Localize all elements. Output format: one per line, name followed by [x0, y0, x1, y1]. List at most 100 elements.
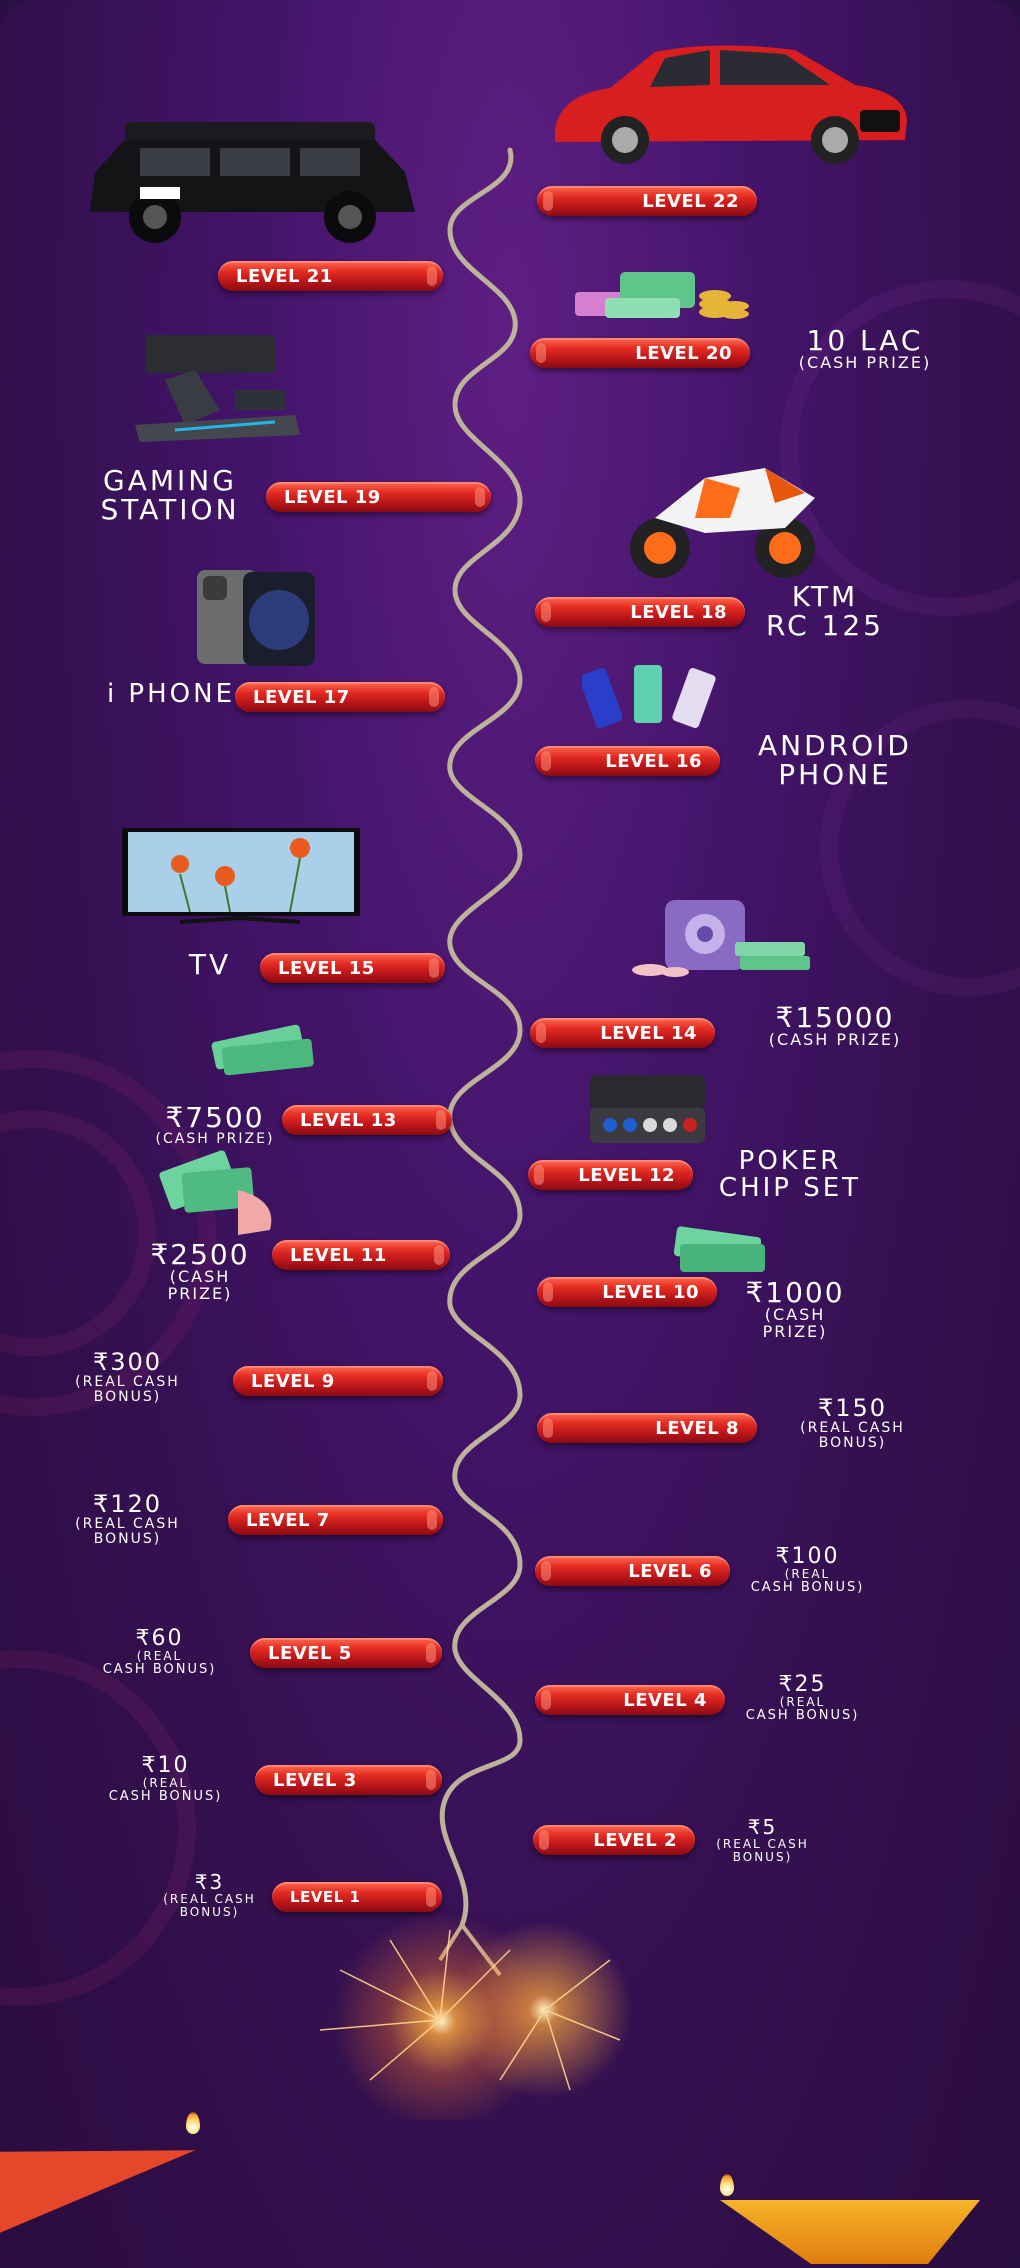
prize-note: (CASH PRIZE) — [798, 353, 932, 373]
prize-line: i PHONE — [106, 679, 235, 709]
sparkler-icon — [319, 1929, 621, 2091]
prize-level-1: ₹3 (REAL CASH BONUS) — [152, 1872, 267, 1918]
prize-level-20: 10 LAC (CASH PRIZE) — [770, 326, 960, 372]
prize-level-18: KTM RC 125 — [745, 582, 905, 641]
prize-amount: ₹120 — [92, 1490, 163, 1518]
prize-level-16: ANDROID PHONE — [725, 731, 945, 790]
prize-level-17: i PHONE — [45, 679, 235, 709]
level-2-pill: LEVEL 2 — [533, 1825, 695, 1855]
prize-note: PRIZE) — [167, 1284, 233, 1304]
prize-amount: ₹7500 — [165, 1101, 265, 1134]
gaming-chair-icon — [135, 335, 300, 442]
prize-level-9: ₹300 (REAL CASH BONUS) — [55, 1348, 200, 1405]
cash-stack-icon — [211, 1024, 314, 1076]
prize-note: CASH BONUS) — [108, 1788, 223, 1804]
prize-note: (CASH — [764, 1305, 826, 1325]
prize-line: CHIP SET — [718, 1173, 862, 1204]
prize-note: (REAL — [779, 1695, 826, 1710]
prize-amount: ₹25 — [778, 1672, 827, 1697]
level-6-pill: LEVEL 6 — [535, 1556, 730, 1586]
level-14-pill: LEVEL 14 — [530, 1018, 715, 1048]
jeep-icon — [90, 122, 415, 243]
prize-level-8: ₹150 (REAL CASH BONUS) — [780, 1394, 925, 1451]
prize-note: (REAL CASH — [163, 1892, 256, 1906]
motorcycle-icon — [630, 468, 815, 578]
level-12-pill: LEVEL 12 — [528, 1160, 693, 1190]
prize-line: PHONE — [778, 758, 892, 792]
prize-note: BONUS) — [732, 1849, 793, 1864]
level-1-pill: LEVEL 1 — [272, 1882, 442, 1912]
prize-note: (REAL — [784, 1567, 831, 1582]
prize-note: (REAL CASH — [716, 1837, 809, 1851]
prize-note: (REAL — [136, 1649, 183, 1664]
prize-note: (CASH — [169, 1267, 231, 1287]
prize-level-10: ₹1000 (CASH PRIZE) — [730, 1278, 860, 1341]
prize-level-7: ₹120 (REAL CASH BONUS) — [55, 1490, 200, 1547]
prize-amount: ₹1000 — [745, 1276, 845, 1309]
prize-note: BONUS) — [179, 1904, 240, 1919]
prize-level-11: ₹2500 (CASH PRIZE) — [130, 1240, 270, 1303]
prize-note: PRIZE) — [762, 1322, 828, 1342]
level-4-pill: LEVEL 4 — [535, 1685, 725, 1715]
prize-level-13: ₹7500 (CASH PRIZE) — [135, 1103, 295, 1147]
level-19-pill: LEVEL 19 — [266, 482, 491, 512]
iphone-icon — [197, 570, 315, 666]
diya-flame-icon — [186, 2112, 200, 2134]
android-phone-icon — [582, 665, 716, 728]
prize-note: CASH BONUS) — [750, 1579, 865, 1595]
level-16-pill: LEVEL 16 — [535, 746, 720, 776]
prize-note: BONUS) — [93, 1388, 162, 1405]
prize-line: GAMING — [103, 464, 237, 497]
level-15-pill: LEVEL 15 — [260, 953, 445, 983]
level-21-pill: LEVEL 21 — [218, 261, 443, 291]
prize-note: (CASH PRIZE) — [155, 1131, 275, 1148]
level-7-pill: LEVEL 7 — [228, 1505, 443, 1535]
level-13-pill: LEVEL 13 — [282, 1105, 452, 1135]
prize-level-14: ₹15000 (CASH PRIZE) — [740, 1003, 930, 1049]
prize-amount: ₹10 — [141, 1753, 190, 1778]
prize-level-19: GAMING STATION — [70, 466, 270, 525]
level-8-pill: LEVEL 8 — [537, 1413, 757, 1443]
level-17-pill: LEVEL 17 — [235, 682, 445, 712]
level-10-pill: LEVEL 10 — [537, 1277, 717, 1307]
prize-amount: ₹150 — [817, 1394, 888, 1422]
cash-stack-icon — [673, 1226, 765, 1272]
level-18-pill: LEVEL 18 — [535, 597, 745, 627]
prize-level-5: ₹60 (REAL CASH BONUS) — [92, 1627, 227, 1676]
prize-level-6: ₹100 (REAL CASH BONUS) — [740, 1545, 875, 1594]
prize-note: BONUS) — [93, 1530, 162, 1547]
prize-line: RC 125 — [766, 609, 884, 643]
level-3-pill: LEVEL 3 — [255, 1765, 442, 1795]
level-11-pill: LEVEL 11 — [272, 1240, 450, 1270]
prize-line: TV — [188, 948, 232, 981]
sparkler-glow — [270, 1900, 650, 2120]
prize-amount: ₹2500 — [150, 1238, 250, 1271]
prize-note: BONUS) — [818, 1434, 887, 1451]
prize-note: (REAL CASH — [75, 1374, 180, 1391]
prize-note: (REAL CASH — [75, 1516, 180, 1533]
prize-level-4: ₹25 (REAL CASH BONUS) — [735, 1673, 870, 1722]
red-sedan-icon — [555, 45, 907, 164]
prize-note: CASH BONUS) — [745, 1707, 860, 1723]
prize-amount: ₹60 — [135, 1626, 184, 1651]
prize-line: STATION — [100, 493, 240, 527]
prize-note: (REAL — [142, 1776, 189, 1791]
prize-amount: ₹300 — [92, 1348, 163, 1376]
prize-amount: ₹3 — [194, 1870, 225, 1894]
safe-icon — [632, 900, 810, 977]
level-5-pill: LEVEL 5 — [250, 1638, 442, 1668]
diya-flame-icon — [720, 2174, 734, 2196]
prize-level-3: ₹10 (REAL CASH BONUS) — [98, 1754, 233, 1803]
level-20-pill: LEVEL 20 — [530, 338, 750, 368]
prize-level-15: TV — [170, 948, 250, 981]
prize-note: (REAL CASH — [800, 1420, 905, 1437]
prize-note: (CASH PRIZE) — [768, 1030, 902, 1050]
poker-case-icon — [590, 1075, 705, 1143]
cash-stack-icon — [575, 272, 749, 319]
prize-line: KTM — [791, 580, 859, 613]
prize-amount: ₹5 — [747, 1815, 778, 1839]
prize-level-12: POKER CHIP SET — [690, 1147, 890, 1204]
tv-icon — [122, 828, 360, 924]
prize-line: ANDROID — [758, 729, 912, 762]
prize-note: CASH BONUS) — [102, 1661, 217, 1677]
